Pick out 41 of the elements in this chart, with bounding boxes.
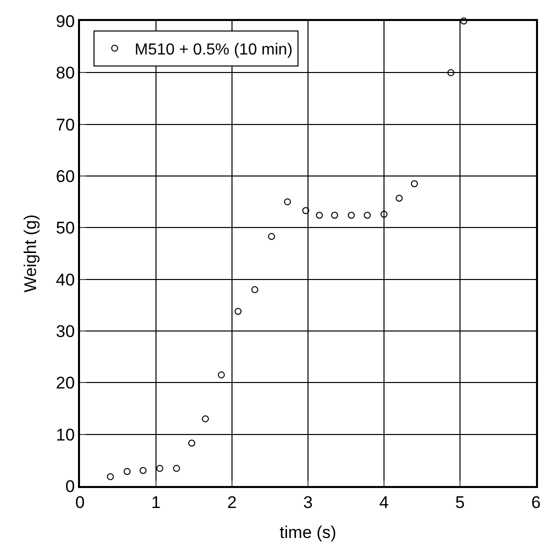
point <box>302 207 310 214</box>
y-tick-label: 30 <box>56 322 75 341</box>
y-tick-label: 70 <box>56 115 75 134</box>
point <box>331 212 338 219</box>
point <box>234 308 242 315</box>
point <box>380 210 388 218</box>
point <box>218 371 225 378</box>
x-tick-label: 5 <box>455 493 465 512</box>
point <box>396 194 403 202</box>
point <box>156 464 164 472</box>
point <box>188 440 196 447</box>
y-axis-title: Weight (g) <box>20 214 40 293</box>
point <box>173 464 180 472</box>
point <box>106 473 114 480</box>
point <box>268 232 276 240</box>
y-tick-label: 40 <box>56 270 75 290</box>
x-tick-label: 3 <box>303 493 313 512</box>
point <box>447 69 454 76</box>
y-tick-label: 60 <box>56 166 75 186</box>
point <box>251 286 258 294</box>
point <box>348 212 355 219</box>
legend-label: M510 + 0.5% (10 min) <box>134 41 293 58</box>
x-tick-label: 1 <box>151 493 161 512</box>
y-tick-label: 20 <box>56 374 75 393</box>
y-tick-label: 10 <box>56 425 75 444</box>
point <box>124 468 131 476</box>
point <box>140 467 147 474</box>
point <box>202 415 209 422</box>
y-tick-label: 0 <box>65 476 75 496</box>
point <box>410 180 418 188</box>
x-tick-label: 4 <box>379 493 389 512</box>
y-tick-label: 50 <box>56 218 75 238</box>
x-axis-title: time (s) <box>280 523 336 542</box>
point <box>284 198 291 206</box>
point <box>316 212 323 219</box>
point <box>460 18 468 24</box>
y-tick-label: 90 <box>56 12 75 31</box>
point <box>364 212 371 219</box>
y-tick-label: 80 <box>56 64 75 83</box>
x-tick-label: 6 <box>531 493 541 512</box>
x-tick-label: 2 <box>227 493 237 512</box>
